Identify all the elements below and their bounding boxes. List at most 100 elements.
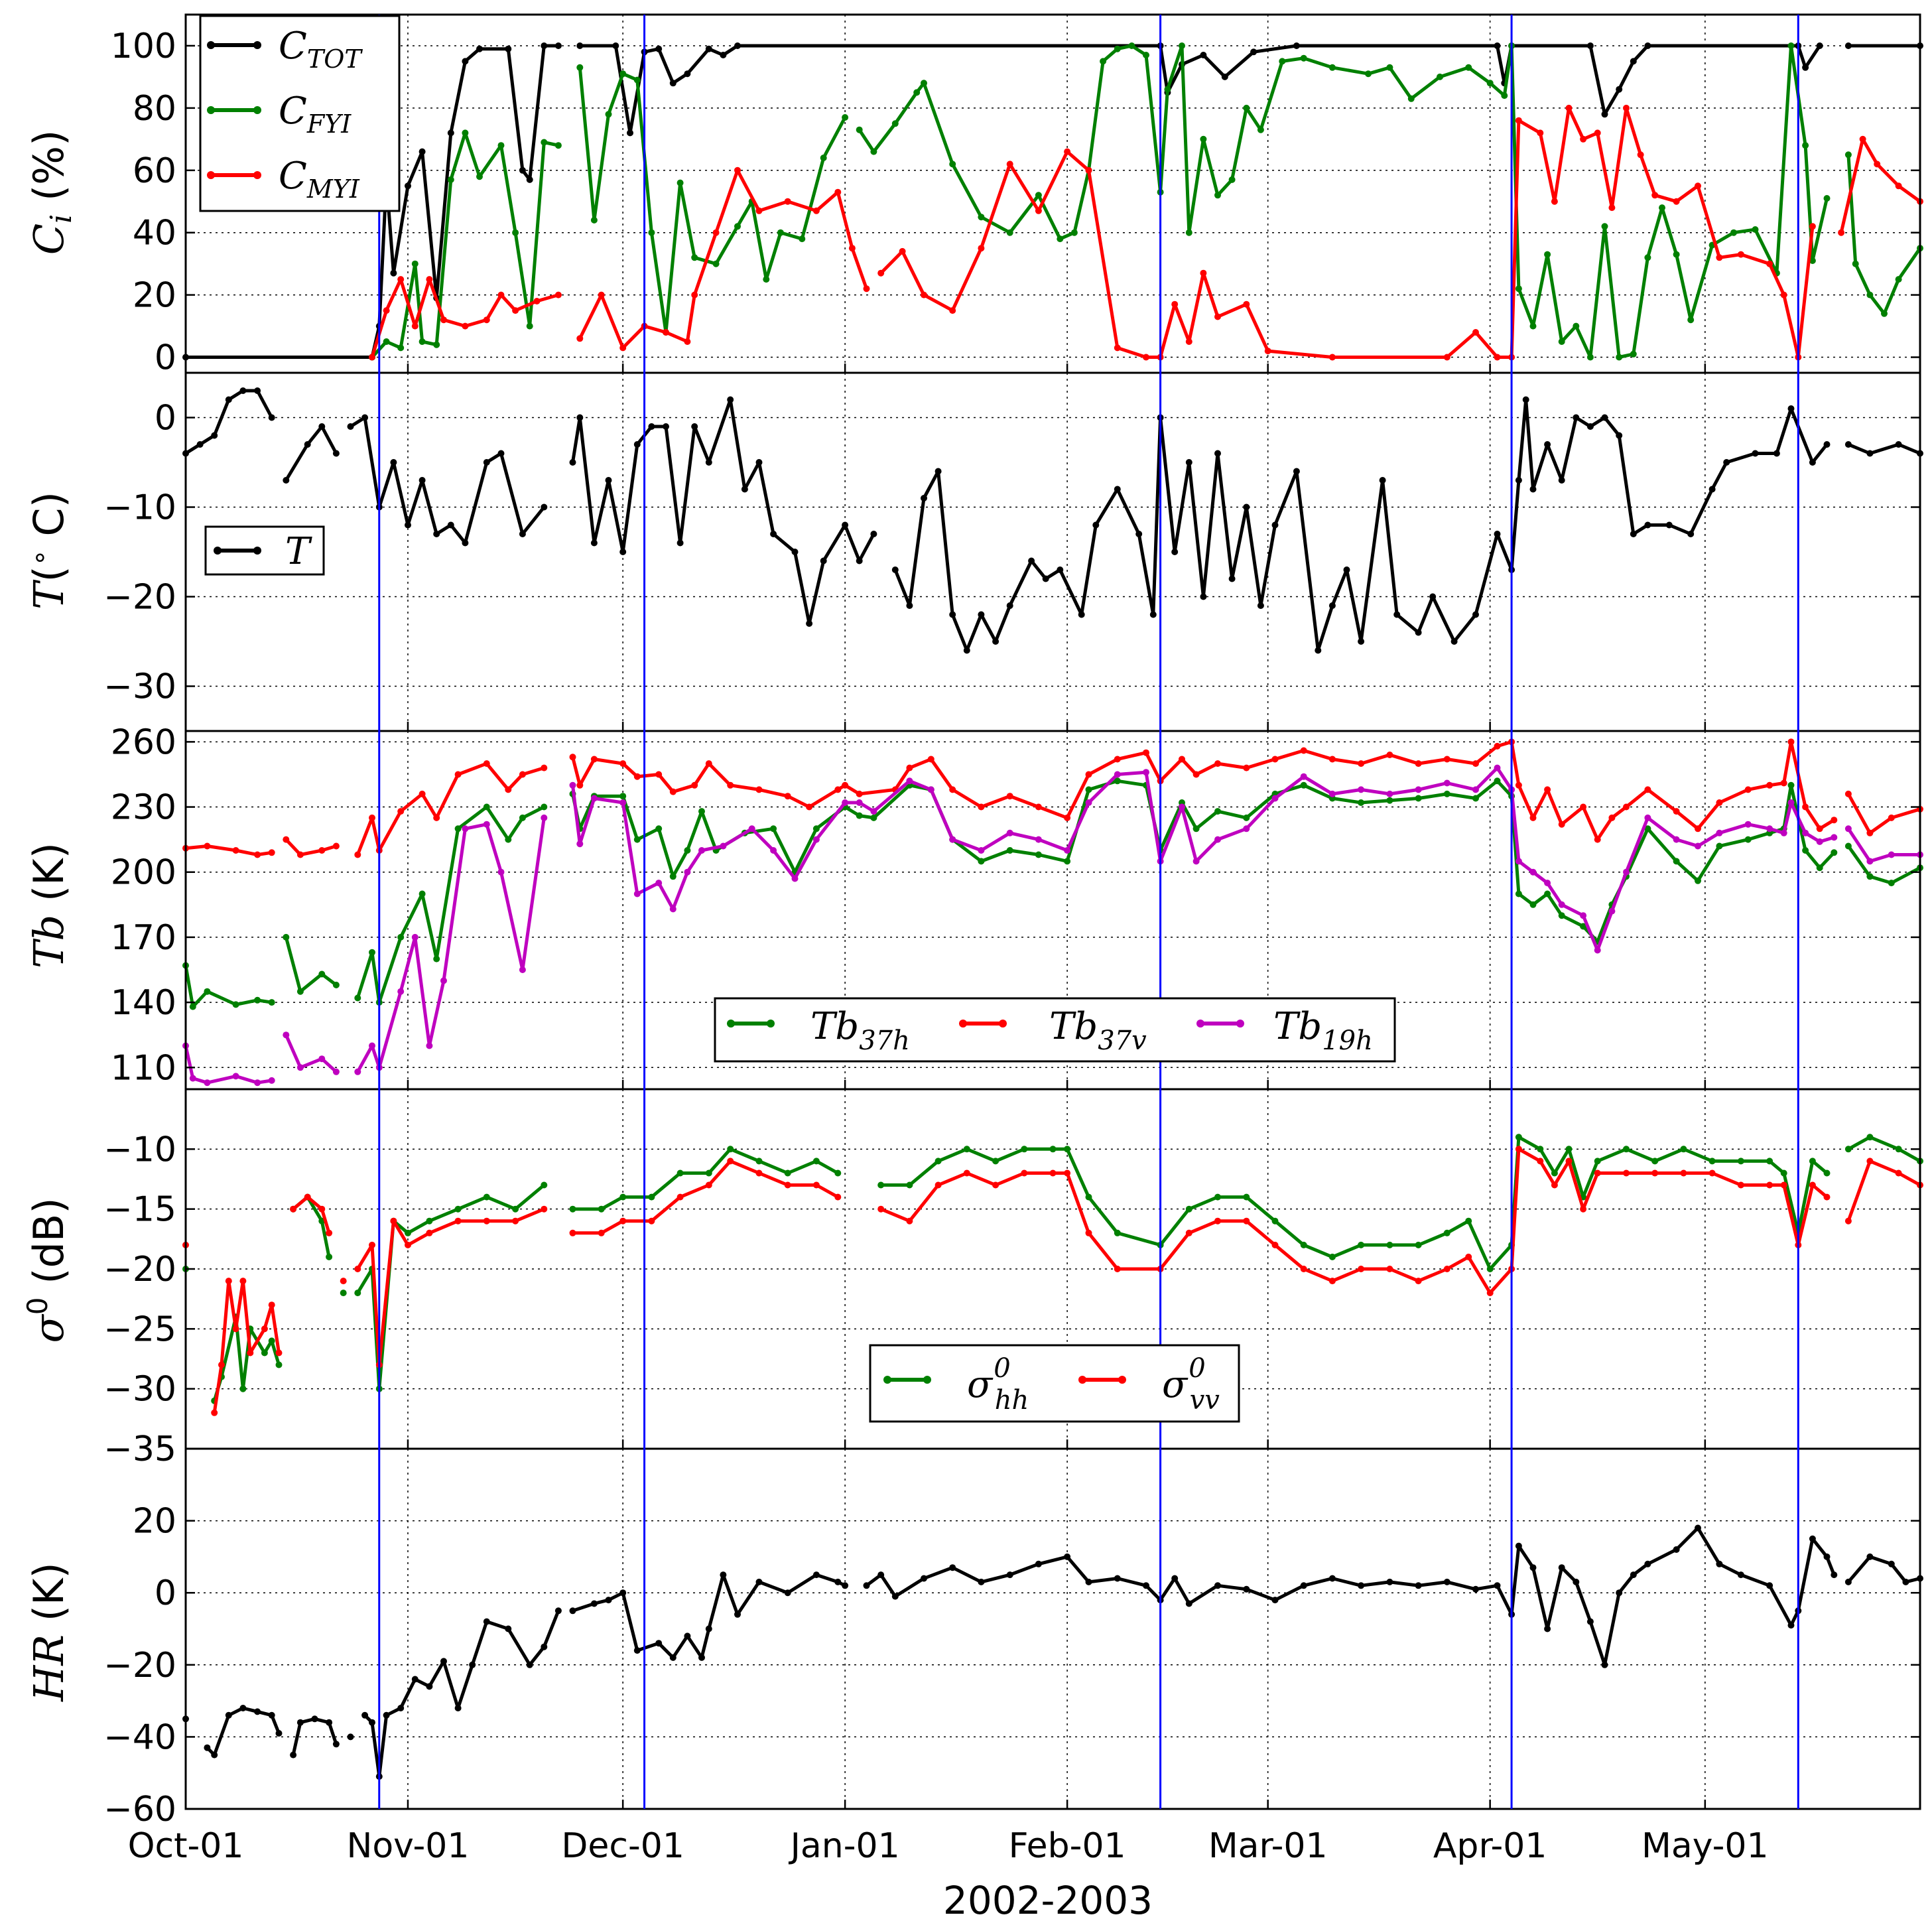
data-point-tb19h bbox=[698, 847, 705, 854]
data-point-tb19h bbox=[1328, 790, 1336, 797]
data-point-tb19h bbox=[870, 808, 877, 815]
data-point-cmyi bbox=[411, 322, 419, 330]
data-point-tb19h bbox=[189, 1075, 196, 1082]
data-point-tb37h bbox=[1243, 814, 1250, 821]
data-point-tb37v bbox=[1243, 764, 1250, 771]
data-point-hr bbox=[239, 1705, 247, 1711]
data-point-t bbox=[1665, 521, 1673, 529]
data-point-cfyi bbox=[1730, 229, 1737, 236]
data-point-0hh bbox=[934, 1158, 942, 1165]
data-point-0vv bbox=[755, 1169, 763, 1177]
data-point-tb37v bbox=[978, 803, 985, 811]
data-point-tb19h bbox=[655, 880, 663, 887]
data-point-tb19h bbox=[590, 795, 598, 802]
data-point-tb37v bbox=[1192, 771, 1200, 778]
y-axis-label-hr: HR (K) bbox=[25, 1562, 73, 1702]
data-point-hr bbox=[1695, 1524, 1701, 1532]
data-point-tb37v bbox=[1271, 756, 1279, 763]
data-point-0hh bbox=[1551, 1169, 1558, 1177]
data-point-t bbox=[1644, 521, 1651, 529]
data-point-cmyi bbox=[1859, 135, 1866, 143]
data-point-cfyi bbox=[691, 254, 698, 261]
y-axis-label-tb: Tb (K) bbox=[25, 842, 73, 968]
y-tick-label: −30 bbox=[103, 1370, 176, 1410]
series-line-0vv bbox=[880, 1147, 1829, 1295]
data-point-t bbox=[268, 414, 275, 421]
data-point-tb19h bbox=[1494, 764, 1501, 771]
x-tick-label: May-01 bbox=[1642, 1826, 1769, 1866]
data-point-tb19h bbox=[440, 977, 447, 984]
data-point-hr bbox=[311, 1715, 318, 1723]
data-point-0vv bbox=[261, 1325, 268, 1333]
data-point-tb19h bbox=[497, 868, 505, 876]
data-point-cmyi bbox=[1085, 166, 1092, 174]
data-point-hr bbox=[812, 1571, 820, 1579]
series-line-t bbox=[285, 425, 338, 482]
data-point-ctot bbox=[705, 45, 712, 52]
data-point-0vv bbox=[648, 1217, 655, 1225]
data-point-ctot bbox=[390, 269, 397, 277]
data-point-cfyi bbox=[891, 120, 899, 127]
data-point-hr bbox=[1888, 1560, 1895, 1567]
data-point-hr bbox=[361, 1711, 369, 1719]
data-point-hr bbox=[590, 1600, 598, 1607]
data-point-ctot bbox=[734, 42, 741, 49]
data-point-0vv bbox=[812, 1181, 820, 1189]
data-point-hr bbox=[554, 1607, 562, 1615]
data-point-0hh bbox=[512, 1205, 519, 1213]
y-tick-label: 100 bbox=[111, 27, 176, 66]
data-point-tb19h bbox=[462, 825, 469, 832]
data-point-tb37v bbox=[755, 786, 763, 793]
data-point-0vv bbox=[1064, 1169, 1071, 1177]
data-point-cmyi bbox=[554, 291, 562, 299]
data-point-tb37v bbox=[1673, 808, 1680, 815]
data-point-cmyi bbox=[512, 307, 519, 314]
x-tick-label: Apr-01 bbox=[1433, 1826, 1547, 1866]
data-point-cmyi bbox=[663, 329, 669, 336]
x-tick-label: Oct-01 bbox=[128, 1826, 244, 1866]
data-point-tb37v bbox=[1035, 803, 1042, 811]
data-point-0hh bbox=[1844, 1146, 1852, 1153]
data-point-tb37h bbox=[1716, 842, 1723, 850]
data-point-cmyi bbox=[848, 245, 856, 252]
data-point-hr bbox=[877, 1571, 885, 1579]
data-point-0vv bbox=[906, 1217, 913, 1225]
data-point-cfyi bbox=[1214, 192, 1221, 199]
x-axis: Oct-01 Nov-01 Dec-01 Jan-01 Feb-01 Mar-01 Apr-… bbox=[128, 1826, 1769, 1866]
data-point-tb37h bbox=[856, 812, 863, 819]
data-point-t bbox=[318, 423, 326, 430]
data-point-tb19h bbox=[1443, 779, 1450, 787]
data-point-hr bbox=[1787, 1622, 1795, 1629]
y-tick-label: −15 bbox=[103, 1190, 176, 1230]
data-point-cfyi bbox=[1257, 126, 1264, 133]
data-point-cmyi bbox=[1874, 161, 1881, 168]
y-axis-label-sigma: σ0 (dB) bbox=[21, 1197, 73, 1343]
data-point-ctot bbox=[684, 70, 691, 78]
series-line-t bbox=[1847, 442, 1921, 455]
data-point-t bbox=[405, 521, 411, 529]
data-point-t bbox=[648, 423, 655, 430]
data-point-ctot bbox=[1200, 52, 1207, 58]
y-tick-label: 80 bbox=[133, 89, 176, 129]
data-point-0vv bbox=[1766, 1181, 1773, 1189]
data-point-ctot bbox=[720, 52, 727, 58]
data-point-tb19h bbox=[296, 1064, 304, 1071]
data-point-tb19h bbox=[483, 821, 490, 828]
data-point-t bbox=[590, 539, 598, 547]
data-point-0hh bbox=[992, 1158, 999, 1165]
data-point-hr bbox=[1300, 1582, 1307, 1589]
data-point-cmyi bbox=[712, 229, 720, 236]
series-line-tb37v bbox=[1846, 793, 1921, 835]
data-point-tb37h bbox=[1472, 795, 1479, 802]
data-point-0hh bbox=[598, 1205, 605, 1213]
data-point-tb37v bbox=[1623, 803, 1630, 811]
data-point-0vv bbox=[834, 1193, 842, 1201]
data-point-cmyi bbox=[1494, 354, 1501, 361]
data-point-t bbox=[332, 450, 340, 457]
data-point-hr bbox=[505, 1625, 512, 1632]
data-point-tb37h bbox=[1558, 912, 1565, 919]
data-point-t bbox=[949, 611, 956, 618]
data-point-hr bbox=[1064, 1553, 1071, 1560]
data-point-t bbox=[755, 459, 763, 466]
data-point-hr bbox=[1866, 1553, 1874, 1560]
